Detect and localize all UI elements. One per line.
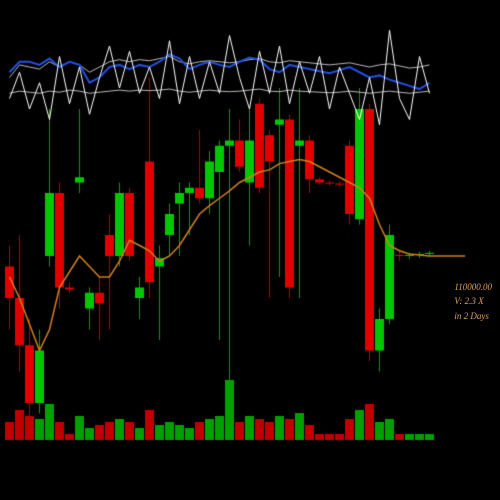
- candlestick-canvas: [0, 0, 500, 500]
- days-label: in 2 Days: [454, 309, 492, 323]
- candlestick-chart-container: Weekly Charts MunafaSutra.com BSE 974749…: [0, 0, 500, 500]
- price-labels: 110000.00 V: 2.3 X in 2 Days: [454, 280, 492, 323]
- last-price-label: 110000.00: [454, 280, 492, 294]
- volume-label: V: 2.3 X: [454, 294, 492, 308]
